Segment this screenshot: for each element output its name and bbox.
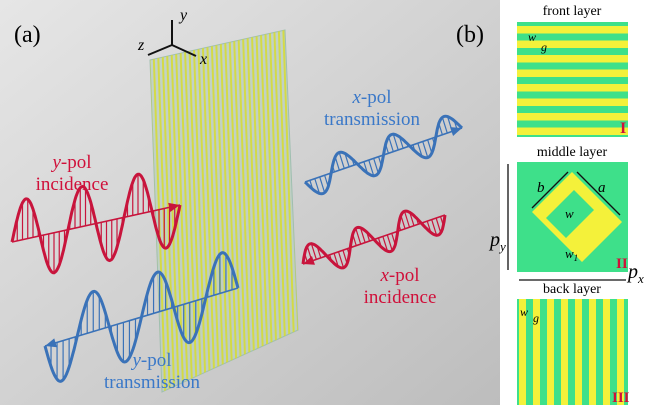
dim-label: w	[565, 206, 574, 221]
layer-title: front layer	[543, 4, 602, 19]
dim-label: a	[598, 180, 606, 196]
stripe	[517, 70, 628, 78]
dim-label: b	[537, 180, 545, 196]
layer-marker: III	[612, 390, 630, 405]
wave-caption: transmission	[324, 109, 421, 130]
stripe	[547, 299, 554, 405]
axis-label: y	[178, 7, 188, 24]
dim-label: w	[520, 305, 528, 319]
wave-caption: transmission	[104, 372, 201, 393]
stripe	[575, 299, 582, 405]
dim-label: g	[533, 311, 539, 325]
dim-label: g	[541, 40, 547, 54]
stripe	[517, 113, 628, 121]
dim-label: px	[626, 261, 644, 286]
layer-title: back layer	[543, 282, 601, 297]
layer-marker: I	[620, 120, 626, 137]
dim-label: py	[488, 229, 506, 254]
stripe	[517, 128, 628, 136]
panel-label: (a)	[14, 22, 41, 48]
wave-label: y-pol	[130, 350, 171, 371]
stripe	[517, 84, 628, 92]
axis-label: z	[137, 37, 145, 54]
figure: (a) y z x y-pol incidence x-pol transmis…	[0, 0, 648, 405]
wave-label: x-pol	[379, 265, 419, 286]
stripe	[517, 99, 628, 107]
wave-label: x-pol	[351, 87, 391, 108]
stripe	[603, 299, 610, 405]
layer-marker: II	[616, 256, 628, 272]
panel-label: (b)	[456, 22, 484, 48]
wave-label: y-pol	[50, 152, 91, 173]
axis-label: x	[199, 51, 207, 68]
stripe	[589, 299, 596, 405]
wave-caption: incidence	[364, 287, 437, 308]
stripe	[561, 299, 568, 405]
layer-title: middle layer	[537, 145, 608, 160]
wave-caption: incidence	[36, 174, 109, 195]
dim-label: w	[528, 30, 536, 44]
stripe	[517, 55, 628, 63]
